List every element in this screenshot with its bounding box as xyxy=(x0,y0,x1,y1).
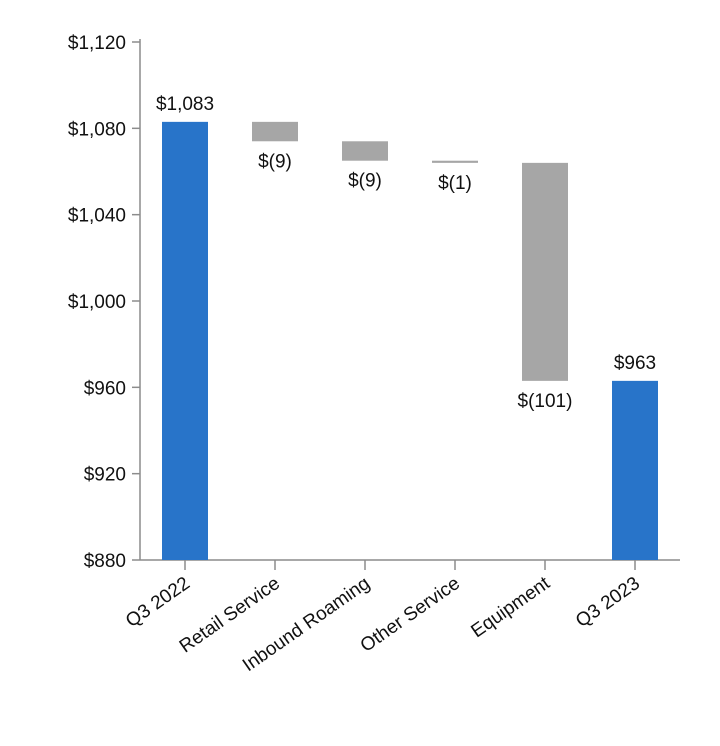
y-tick-label: $1,040 xyxy=(68,206,126,227)
y-tick-label: $960 xyxy=(84,378,126,399)
bar-retail-service xyxy=(252,121,298,142)
y-tick-label: $1,000 xyxy=(68,292,126,313)
y-tick-label: $920 xyxy=(84,465,126,486)
x-tick-label: Equipment xyxy=(467,572,554,642)
x-tick-label: Q3 2023 xyxy=(572,573,644,632)
data-label: $(9) xyxy=(348,171,382,192)
data-label: $(101) xyxy=(518,391,573,412)
y-tick-label: $1,120 xyxy=(68,33,126,54)
data-label: $963 xyxy=(614,353,656,374)
x-tick-label: Other Service xyxy=(357,573,464,657)
bar-other-service xyxy=(432,160,478,163)
data-label: $(1) xyxy=(438,173,472,194)
bar-q3-2022 xyxy=(162,121,208,560)
bar-q3-2023 xyxy=(612,380,658,560)
data-label: $1,083 xyxy=(156,94,214,115)
x-tick-label: Q3 2022 xyxy=(122,573,194,632)
bar-inbound-roaming xyxy=(342,141,388,161)
data-label: $(9) xyxy=(258,151,292,172)
y-tick-label: $1,080 xyxy=(68,119,126,140)
bar-equipment xyxy=(522,162,568,381)
y-tick-label: $880 xyxy=(84,551,126,572)
